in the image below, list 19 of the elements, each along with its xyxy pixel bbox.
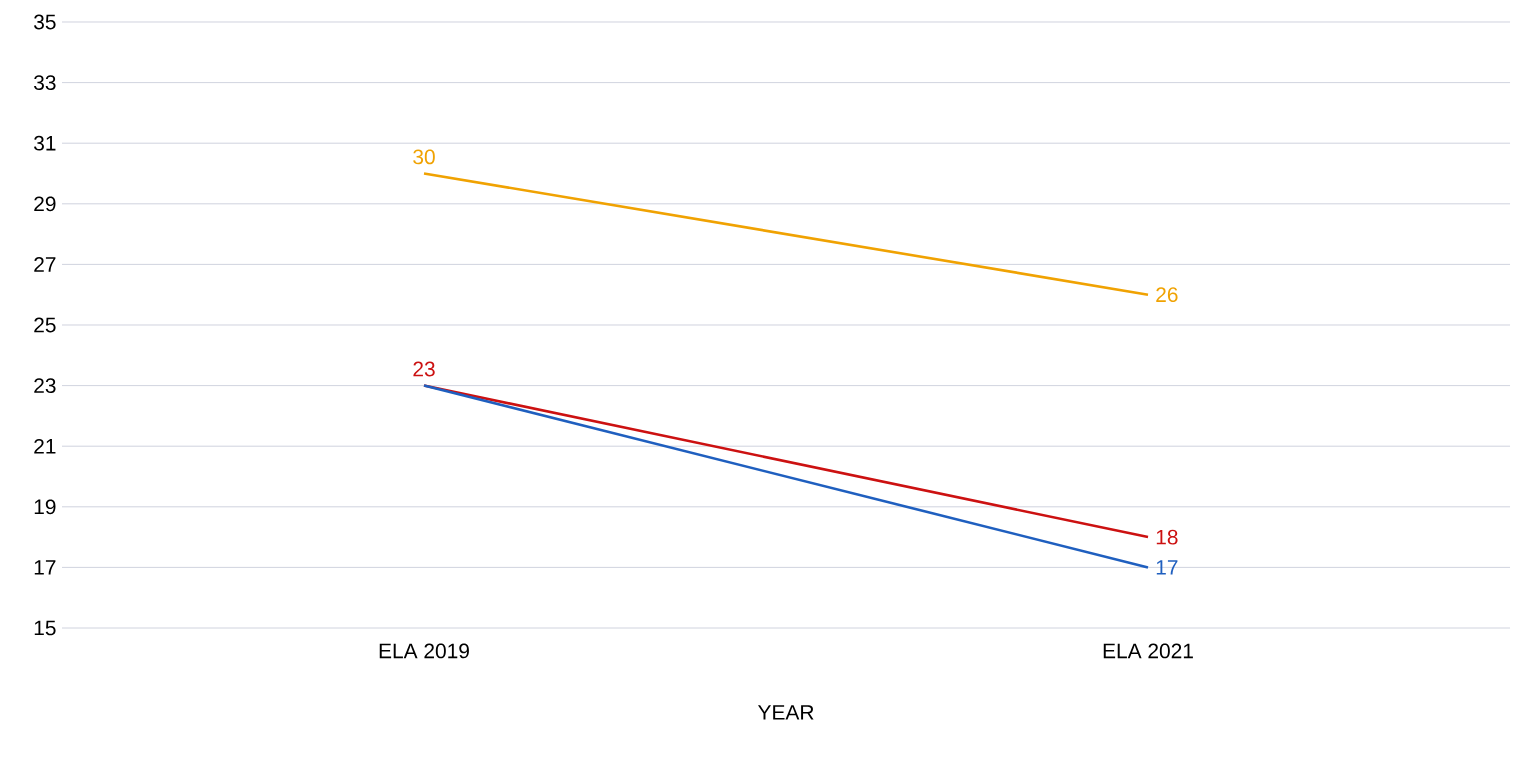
x-tick-label: ELA 2019: [379, 643, 469, 659]
y-tick-label: 21: [34, 438, 56, 454]
y-tick-label: 25: [34, 317, 56, 333]
data-label: 23: [413, 361, 435, 377]
x-tick-label: ELA 2021: [1103, 643, 1193, 659]
y-tick-label: 17: [34, 560, 56, 575]
y-tick-label: 27: [34, 257, 56, 272]
y-tick-label: 35: [34, 14, 56, 30]
data-label: 17: [1156, 560, 1178, 575]
data-label: 26: [1156, 287, 1178, 303]
data-label: 18: [1156, 529, 1178, 545]
y-tick-label: 23: [34, 378, 56, 393]
y-tick-label: 29: [34, 196, 56, 212]
y-tick-label: 33: [34, 75, 56, 90]
y-tick-label: 31: [34, 135, 56, 151]
y-tick-label: 19: [34, 499, 56, 515]
data-label: 30: [413, 149, 435, 165]
y-tick-label: 15: [34, 620, 56, 636]
x-axis-title: YEAR: [757, 705, 814, 720]
